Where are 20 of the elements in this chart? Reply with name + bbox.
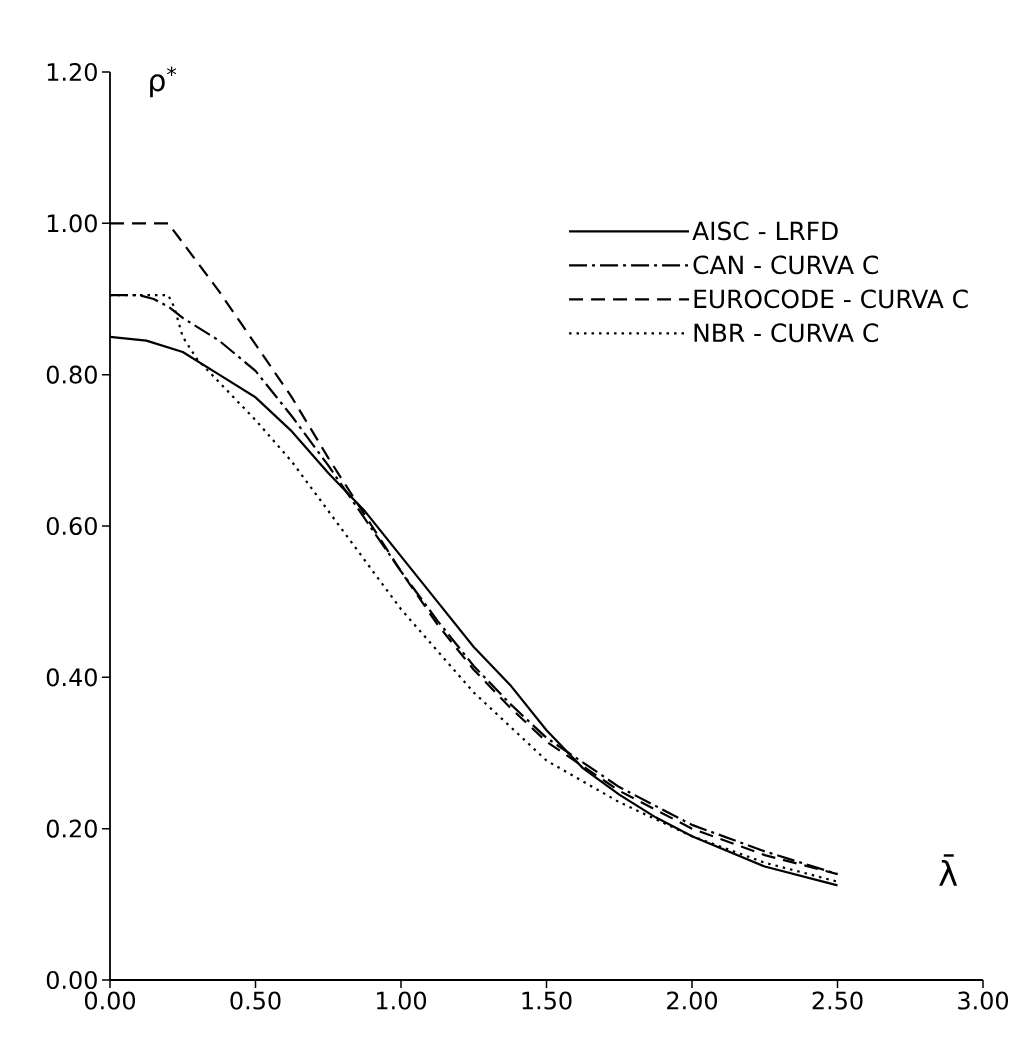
x-tick-label: 3.00 — [958, 991, 1009, 1010]
x-tick-label: 1.50 — [522, 991, 572, 1010]
x-axis-title: λ̄ — [939, 854, 958, 886]
legend-label: NBR - CURVA C — [694, 323, 878, 343]
x-tick-label: 2.50 — [812, 991, 863, 1010]
y-tick-label: 0.40 — [46, 668, 97, 687]
legend-label: CAN - CURVA C — [693, 255, 878, 275]
y-tick-label: 0.80 — [46, 365, 97, 384]
x-tick-label: 1.00 — [377, 991, 427, 1010]
x-tick-label: 2.00 — [667, 991, 718, 1010]
y-tick-label: 0.60 — [46, 516, 97, 536]
legend-label: AISC - LRFD — [692, 221, 838, 241]
x-tick-label: 0.00 — [84, 991, 136, 1010]
y-tick-label: 0.00 — [46, 970, 97, 990]
x-tick-label: 0.50 — [230, 991, 281, 1010]
y-tick-label: 1.00 — [47, 214, 97, 233]
y-tick-label: 1.20 — [47, 62, 97, 82]
y-axis-title: ρ$^{*}$ — [150, 66, 177, 98]
y-tick-label: 0.20 — [46, 819, 97, 838]
legend-label: EUROCODE - CURVA C — [694, 289, 968, 309]
